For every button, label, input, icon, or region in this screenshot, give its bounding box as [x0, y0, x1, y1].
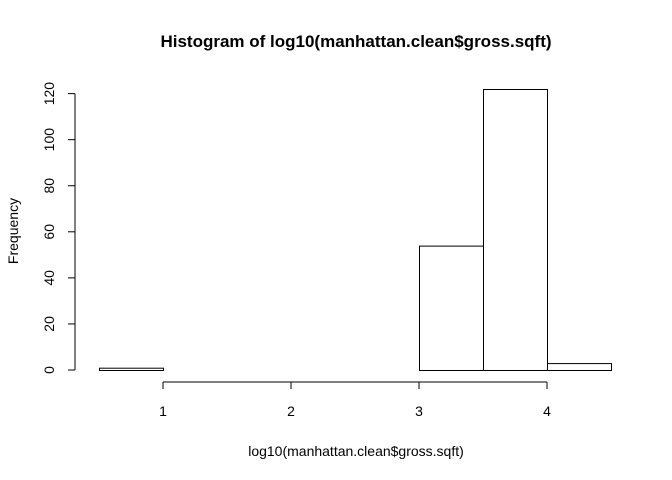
y-tick-label: 0 [41, 366, 57, 374]
y-tick-label: 100 [41, 128, 57, 152]
x-tick-label: 2 [287, 403, 295, 419]
y-axis: 0 20 40 60 80 100 120 [41, 82, 76, 374]
x-axis: 1 2 3 4 [159, 381, 551, 419]
histogram-bar [547, 363, 612, 371]
x-tick-label: 3 [415, 403, 423, 419]
x-tick-label: 4 [543, 403, 551, 419]
y-axis-label: Frequency [5, 198, 21, 264]
y-tick-label: 60 [41, 224, 57, 240]
y-tick-label: 80 [41, 178, 57, 194]
y-tick-label: 20 [41, 316, 57, 332]
x-tick-label: 1 [159, 403, 167, 419]
histogram-bars [99, 89, 612, 372]
histogram-bar [483, 89, 548, 371]
chart-title: Histogram of log10(manhattan.clean$gross… [160, 32, 551, 51]
y-tick-label: 120 [41, 82, 57, 106]
histogram-bar [99, 367, 164, 371]
histogram-bar [419, 245, 484, 372]
y-tick-label: 40 [41, 270, 57, 286]
x-axis-label: log10(manhattan.clean$gross.sqft) [248, 443, 464, 459]
